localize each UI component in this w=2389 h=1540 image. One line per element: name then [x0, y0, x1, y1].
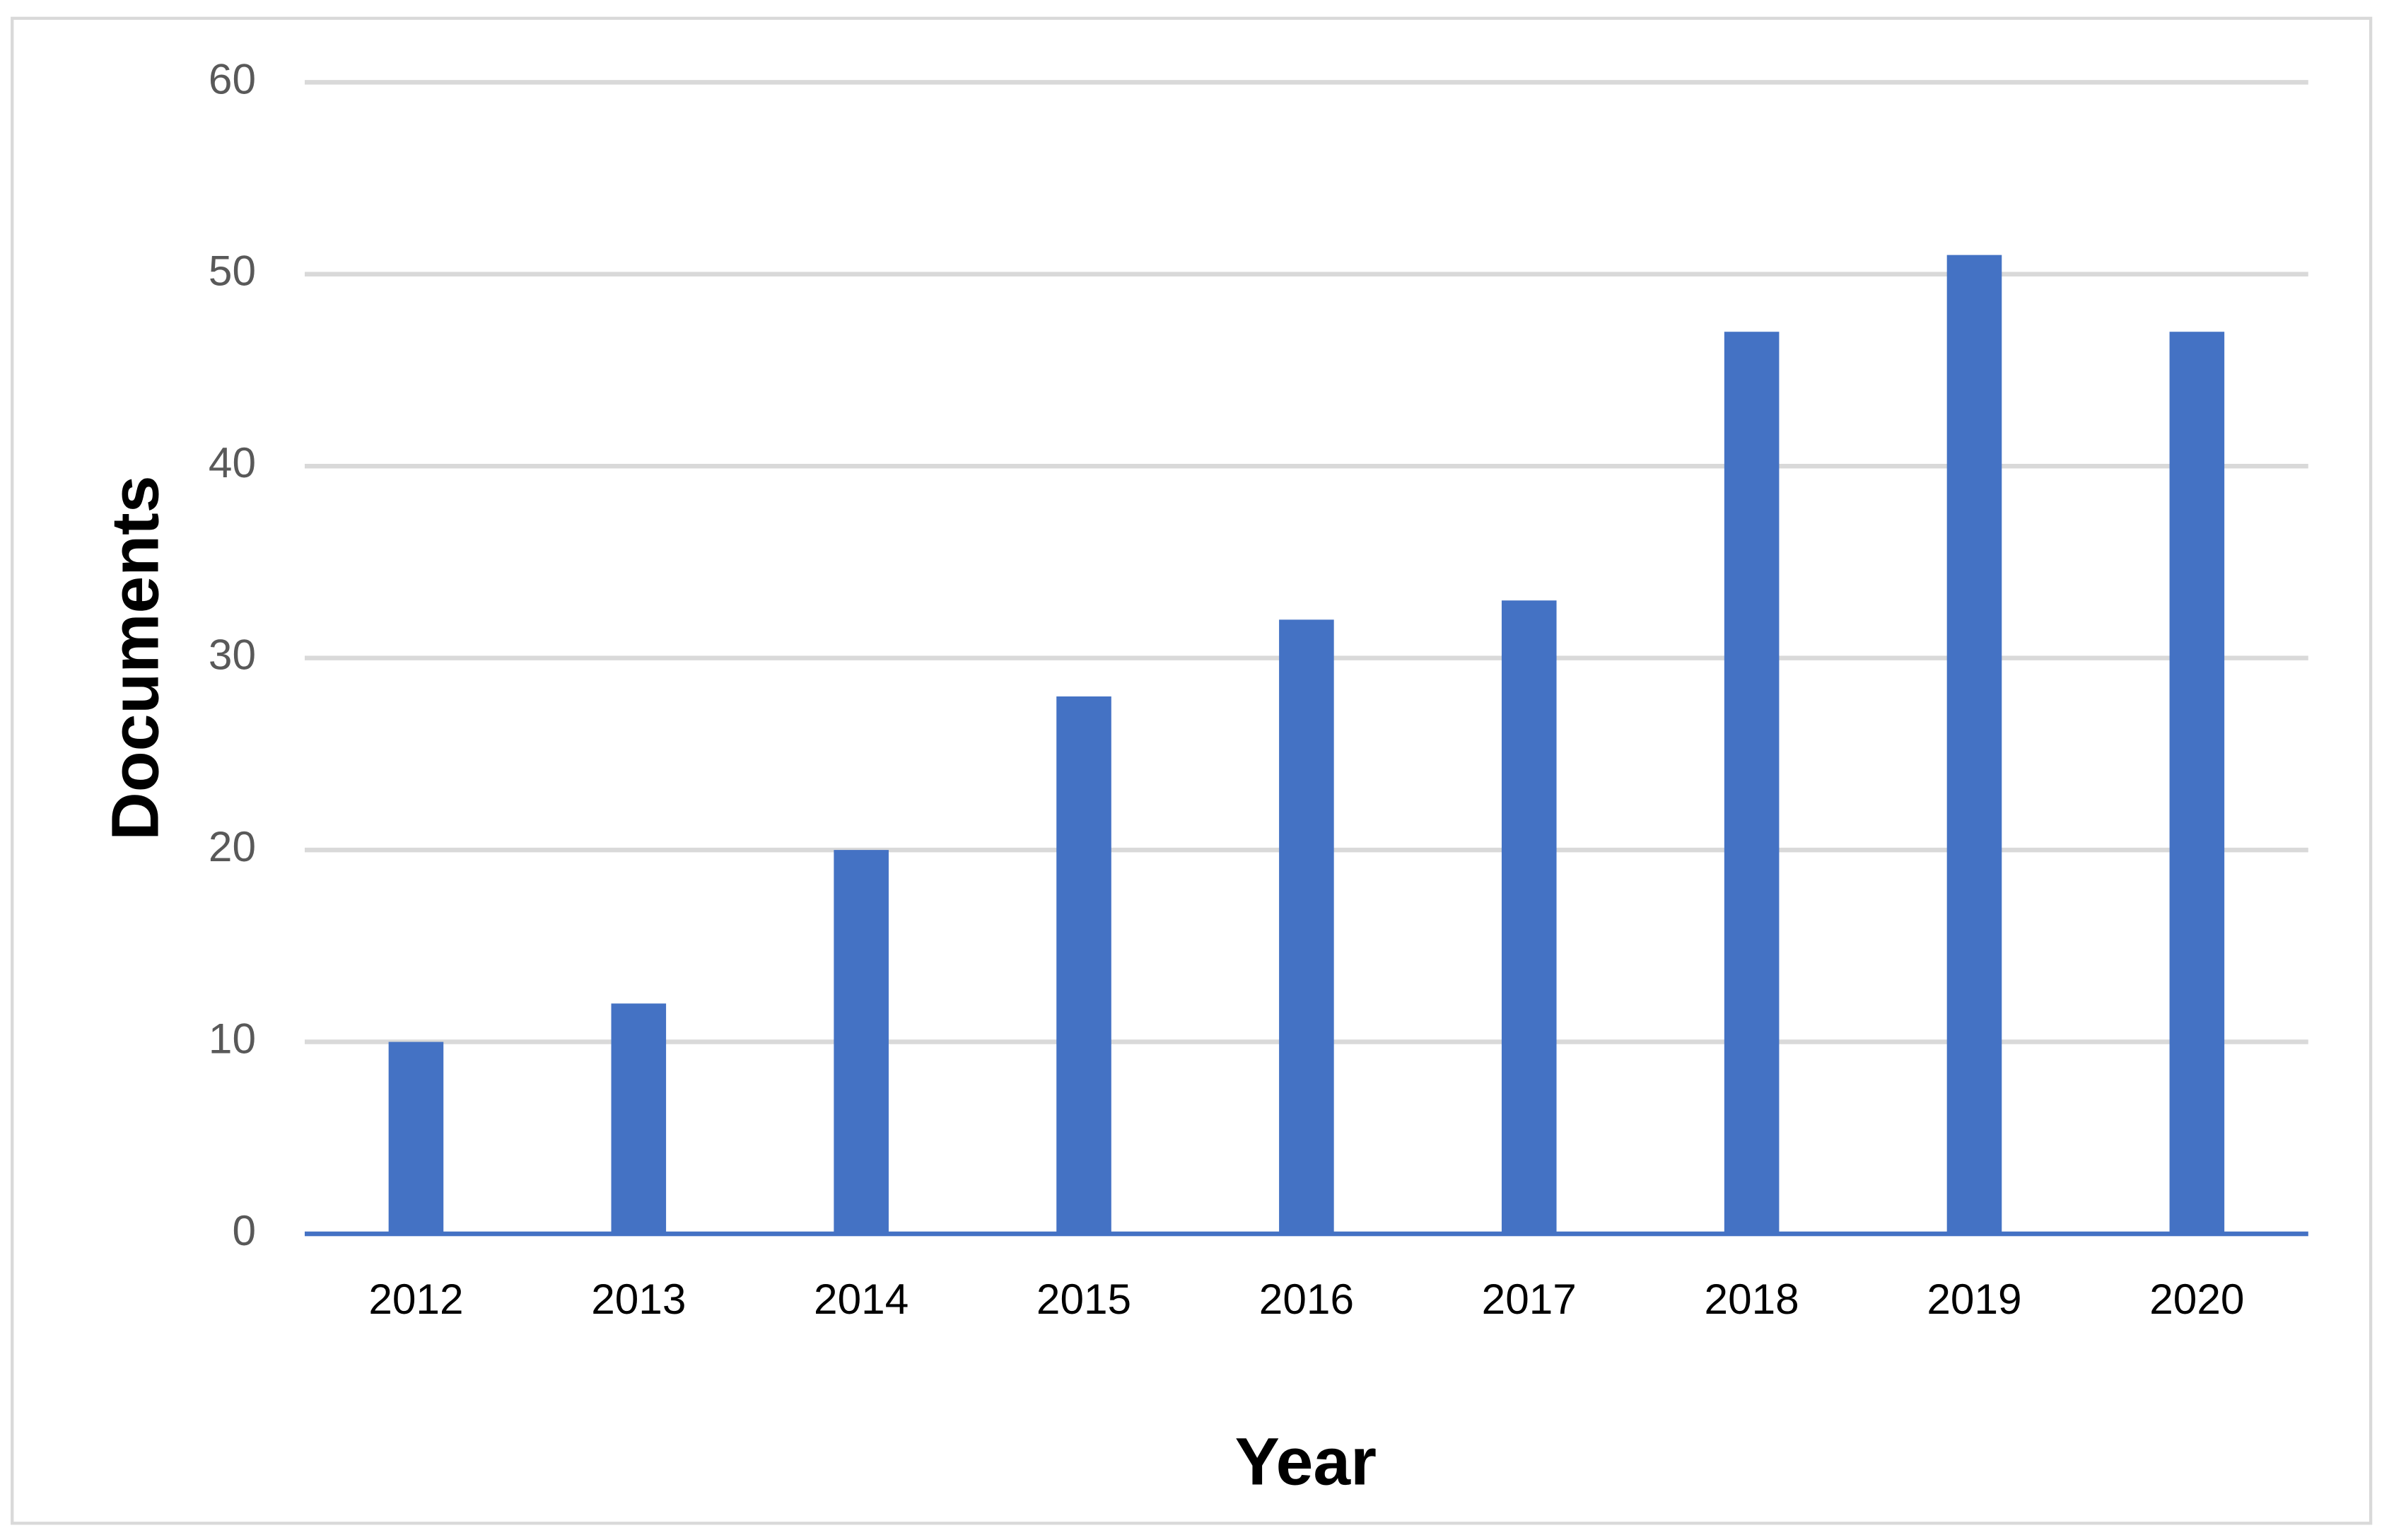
bar: [834, 850, 889, 1234]
bar: [1501, 600, 1557, 1234]
y-tick-label: 60: [209, 54, 256, 103]
x-tick-label: 2016: [1259, 1275, 1354, 1323]
bar: [1279, 619, 1334, 1234]
x-tick-label: 2014: [814, 1275, 909, 1323]
x-tick-label: 2018: [1705, 1275, 1799, 1323]
y-tick-label: 40: [209, 438, 256, 486]
x-tick-label: 2020: [2149, 1275, 2244, 1323]
x-tick-label: 2017: [1482, 1275, 1577, 1323]
bar: [1946, 255, 2002, 1234]
bar: [2169, 332, 2225, 1234]
y-tick-label: 10: [209, 1014, 256, 1062]
x-tick-label: 2015: [1036, 1275, 1131, 1323]
x-tick-label: 2019: [1927, 1275, 2021, 1323]
x-axis-title: Year: [1235, 1425, 1377, 1500]
bar: [1056, 696, 1111, 1234]
bar: [1724, 332, 1780, 1234]
y-axis-title: Documents: [98, 476, 173, 841]
y-tick-label: 20: [209, 822, 256, 870]
y-tick-label: 50: [209, 247, 256, 295]
x-tick-label: 2013: [591, 1275, 686, 1323]
y-tick-label: 0: [232, 1206, 256, 1254]
bar: [611, 1003, 667, 1234]
bar: [388, 1042, 444, 1234]
y-tick-label: 30: [209, 631, 256, 679]
x-tick-label: 2012: [368, 1275, 463, 1323]
